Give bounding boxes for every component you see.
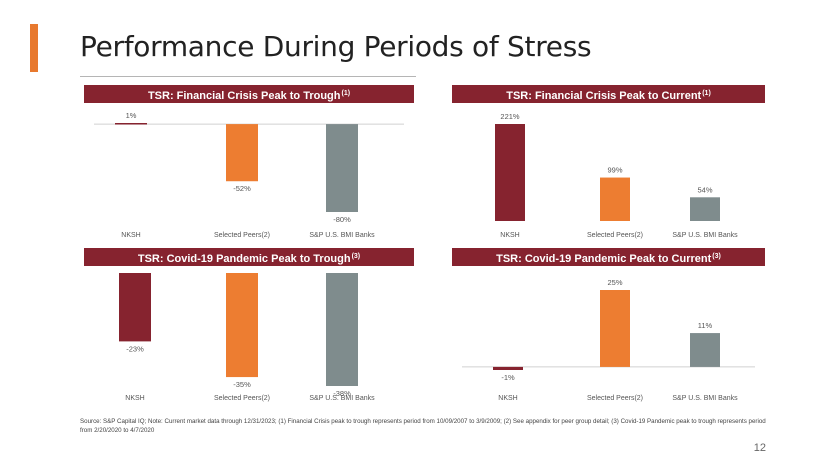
bar-peers <box>226 124 258 182</box>
chart-fc-peak-to-trough: 1% NKSH -52% Selected Peers(2) -80% S&P U.S. … <box>94 111 404 239</box>
bar-peers <box>226 273 258 378</box>
chart-title-fc-peak-to-current: TSR: Financial Crisis Peak to Current(1) <box>452 85 765 103</box>
chart-covid-peak-to-trough: -23% NKSH -35% Selected Peers(2) -38%S&P U.S… <box>119 273 375 402</box>
category-label: S&P U.S. BMI Banks <box>309 395 375 402</box>
page-title: Performance During Periods of Stress <box>80 30 592 63</box>
chart-title-covid-peak-to-trough: TSR: Covid-19 Pandemic Peak to Trough(3) <box>84 248 414 266</box>
category-label: NKSH <box>498 395 517 402</box>
chart-title-fc-peak-to-trough: TSR: Financial Crisis Peak to Trough(1) <box>84 85 414 103</box>
chart-fc-peak-to-current: 221% NKSH 99% Selected Peers(2) 54% S&P U.S. … <box>495 112 738 239</box>
category-label: NKSH <box>500 232 519 239</box>
chart-title-note: (1) <box>341 90 351 97</box>
bar-banks <box>690 333 720 367</box>
category-label: Selected Peers(2) <box>214 395 270 402</box>
data-label: 221% <box>500 112 520 121</box>
data-label: 54% <box>697 185 712 194</box>
chart-title-text: TSR: Covid-19 Pandemic Peak to Current <box>496 253 712 265</box>
bar-nksh <box>115 123 147 125</box>
chart-covid-peak-to-current: -1% NKSH 25% Selected Peers(2) 11% S&P U.S. B… <box>462 278 755 402</box>
data-label: 11% <box>698 321 713 330</box>
data-label: -80% <box>333 215 351 224</box>
chart-title-note: (3) <box>351 253 361 260</box>
page-number: 12 <box>753 442 766 454</box>
category-label: S&P U.S. BMI Banks <box>309 232 375 239</box>
bar-banks <box>326 273 358 386</box>
data-label: -1% <box>501 373 515 382</box>
bar-nksh <box>495 124 525 221</box>
data-label: -35% <box>233 380 251 389</box>
chart-title-note: (3) <box>712 253 721 260</box>
data-label: -23% <box>126 344 144 353</box>
data-label: -38% <box>333 389 351 398</box>
accent-bar <box>30 24 38 72</box>
category-label: NKSH <box>121 232 140 239</box>
bar-nksh <box>119 273 151 342</box>
data-label: 25% <box>607 278 622 287</box>
bar-peers <box>600 177 630 221</box>
category-label: Selected Peers(2) <box>587 395 643 402</box>
data-label: 99% <box>607 166 622 175</box>
category-label: Selected Peers(2) <box>214 232 270 239</box>
chart-title-note: (1) <box>702 90 711 97</box>
data-label: 1% <box>126 111 137 120</box>
category-label: S&P U.S. BMI Banks <box>672 395 738 402</box>
category-label: S&P U.S. BMI Banks <box>672 232 738 239</box>
category-label: NKSH <box>125 395 144 402</box>
bar-peers <box>600 290 630 367</box>
chart-title-text: TSR: Financial Crisis Peak to Trough <box>147 90 341 102</box>
chart-title-text: TSR: Covid-19 Pandemic Peak to Trough <box>137 253 351 265</box>
chart-title-covid-peak-to-current: TSR: Covid-19 Pandemic Peak to Current(3… <box>452 248 765 266</box>
bar-banks <box>690 197 720 221</box>
category-label: Selected Peers(2) <box>587 232 643 239</box>
bar-banks <box>326 124 358 212</box>
bar-nksh <box>493 366 523 370</box>
source-footnote: Source: S&P Capital IQ; Note: Current ma… <box>80 418 766 434</box>
title-divider <box>80 76 416 77</box>
data-label: -52% <box>233 184 251 193</box>
chart-title-text: TSR: Financial Crisis Peak to Current <box>506 90 702 102</box>
